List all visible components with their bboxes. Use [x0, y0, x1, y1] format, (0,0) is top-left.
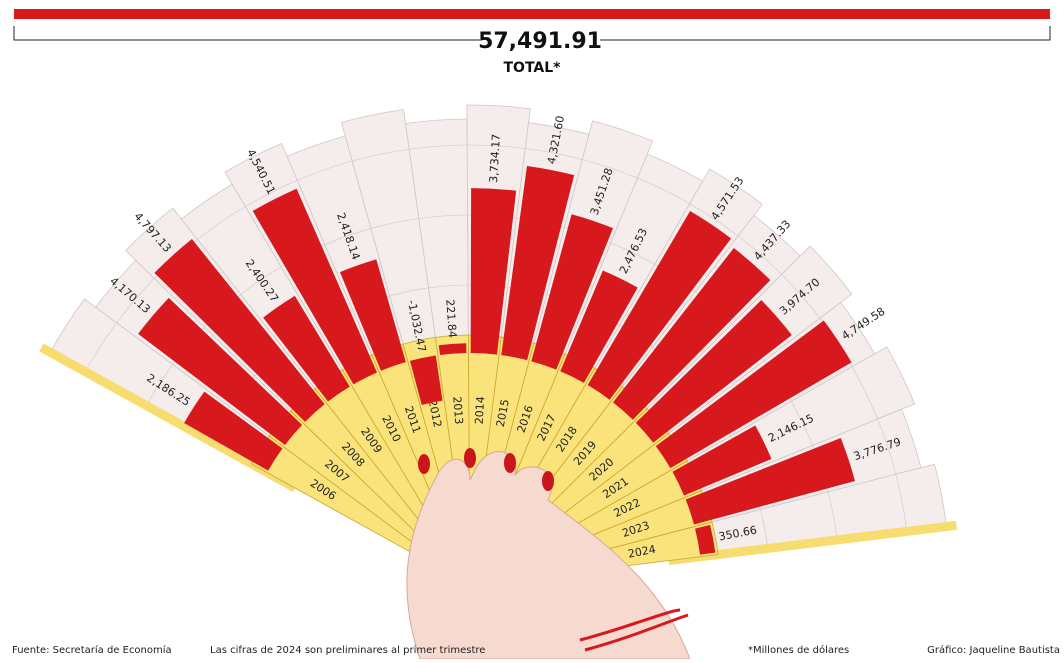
year-label: 2024	[627, 543, 657, 561]
bar	[339, 259, 406, 371]
bar	[635, 300, 792, 443]
total-label: TOTAL*	[504, 60, 562, 76]
bar	[252, 188, 377, 385]
bar	[184, 391, 283, 471]
nail	[542, 471, 554, 491]
value-label: 3,734.17	[487, 133, 503, 183]
note: Las cifras de 2024 son preliminares al p…	[210, 645, 485, 656]
year-label: 2015	[494, 398, 512, 428]
source: Fuente: Secretaría de Economía	[12, 644, 172, 656]
bar	[154, 239, 325, 422]
year-label: 2014	[473, 396, 488, 425]
bar	[501, 165, 575, 361]
bar	[409, 355, 443, 405]
year-label: 2012	[426, 399, 444, 429]
bar	[695, 524, 716, 555]
value-label: 221.84	[443, 299, 459, 338]
bracelet	[579, 608, 689, 652]
total-bar	[14, 9, 1050, 19]
bar	[655, 320, 852, 469]
bar	[613, 248, 771, 420]
nail	[504, 453, 516, 473]
total-value: 57,491.91	[478, 29, 602, 54]
bar	[470, 188, 517, 355]
bar	[560, 270, 638, 383]
bar	[587, 211, 732, 400]
bar	[531, 214, 614, 370]
bar	[438, 343, 467, 355]
total-bracket	[13, 26, 1051, 41]
fan-ring	[84, 144, 908, 532]
year-label: 2013	[450, 396, 465, 425]
units: *Millones de dólares	[748, 644, 849, 656]
nail	[464, 448, 476, 468]
bar	[138, 297, 303, 446]
bar	[672, 425, 772, 496]
bar	[685, 438, 856, 525]
nail	[418, 454, 430, 474]
bar	[263, 295, 350, 402]
credit: Gráfico: Jaqueline Bautista	[927, 644, 1060, 656]
hand	[406, 451, 691, 660]
